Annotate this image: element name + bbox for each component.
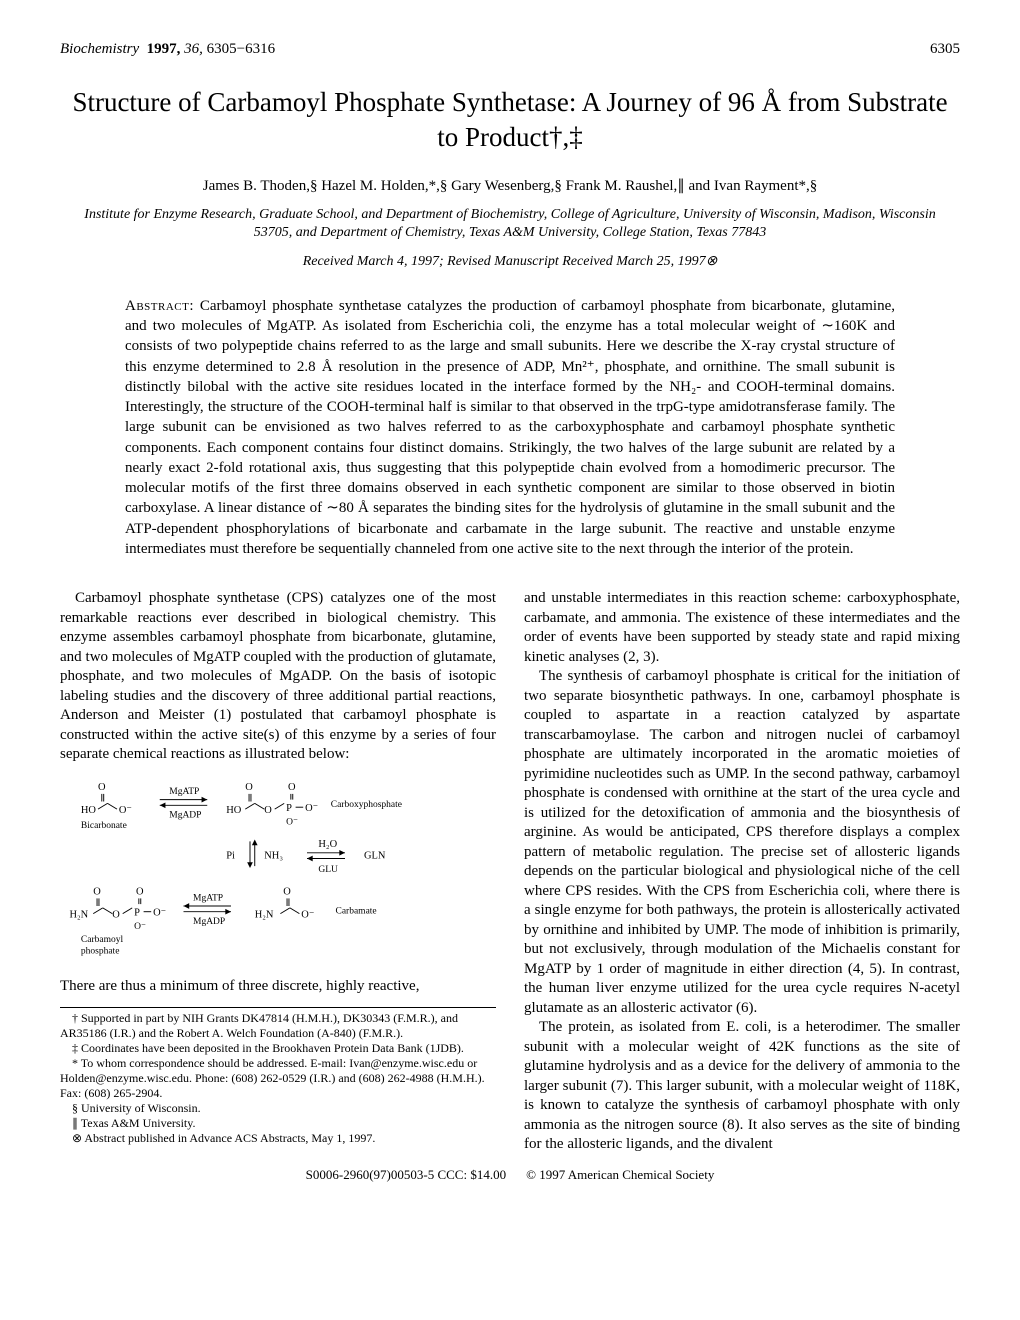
footnotes: † Supported in part by NIH Grants DK4781… <box>60 1007 496 1146</box>
page-number: 6305 <box>930 40 960 60</box>
svg-text:O: O <box>93 886 101 897</box>
svg-text:O: O <box>288 782 296 793</box>
right-column: and unstable intermediates in this react… <box>524 589 960 1155</box>
article-title: Structure of Carbamoyl Phosphate Synthet… <box>60 85 960 155</box>
journal-volume: 36, <box>184 41 203 57</box>
svg-text:O: O <box>245 782 253 793</box>
svg-text:phosphate: phosphate <box>81 946 120 956</box>
body-p: Carbamoyl phosphate synthetase (CPS) cat… <box>60 589 496 765</box>
svg-text:Pi: Pi <box>226 850 235 861</box>
svg-text:O: O <box>283 886 291 897</box>
affiliations: Institute for Enzyme Research, Graduate … <box>60 206 960 242</box>
footnote: * To whom correspondence should be addre… <box>60 1056 496 1101</box>
footer-code: S0006-2960(97)00503-5 CCC: $14.00 <box>306 1167 506 1184</box>
svg-text:O⁻: O⁻ <box>119 804 132 815</box>
svg-text:Carbamate: Carbamate <box>336 906 377 916</box>
body-p: The synthesis of carbamoyl phosphate is … <box>524 667 960 1018</box>
abstract-label: Abstract: <box>125 298 194 314</box>
footer-copyright: © 1997 American Chemical Society <box>526 1167 714 1184</box>
body-p: The protein, as isolated from E. coli, i… <box>524 1018 960 1155</box>
reaction-svg: O HO O⁻ Bicarbonate MgATP MgADP O HO <box>60 773 440 963</box>
abstract-text: Carbamoyl phosphate synthetase catalyzes… <box>125 298 895 557</box>
body-p: There are thus a minimum of three discre… <box>60 977 496 997</box>
journal-info: Biochemistry 1997, 36, 6305−6316 <box>60 40 275 60</box>
svg-text:H₂N: H₂N <box>70 909 89 920</box>
svg-text:O⁻: O⁻ <box>286 817 298 827</box>
svg-text:O: O <box>264 804 272 815</box>
footnote: ∥ Texas A&M University. <box>60 1116 496 1131</box>
svg-text:H₂O: H₂O <box>318 839 337 850</box>
authors: James B. Thoden,§ Hazel M. Holden,*,§ Ga… <box>60 177 960 197</box>
body-columns: Carbamoyl phosphate synthetase (CPS) cat… <box>60 589 960 1155</box>
footnote: ⊗ Abstract published in Advance ACS Abst… <box>60 1131 496 1146</box>
svg-text:O⁻: O⁻ <box>134 921 146 931</box>
svg-text:O: O <box>112 909 120 920</box>
svg-text:GLN: GLN <box>364 850 386 861</box>
svg-text:Carbamoyl: Carbamoyl <box>81 935 124 945</box>
svg-text:H₂N: H₂N <box>255 909 274 920</box>
left-column: Carbamoyl phosphate synthetase (CPS) cat… <box>60 589 496 1155</box>
svg-text:O⁻: O⁻ <box>305 803 318 814</box>
svg-text:Bicarbonate: Bicarbonate <box>81 821 127 831</box>
received-date: Received March 4, 1997; Revised Manuscri… <box>60 253 960 271</box>
svg-text:HO: HO <box>81 804 97 815</box>
svg-text:O: O <box>98 782 106 793</box>
svg-text:O: O <box>136 886 144 897</box>
svg-text:O⁻: O⁻ <box>301 909 314 920</box>
svg-text:NH₃: NH₃ <box>264 850 283 861</box>
svg-text:P: P <box>286 803 292 814</box>
svg-text:HO: HO <box>226 804 242 815</box>
svg-text:MgATP: MgATP <box>169 786 199 796</box>
journal-name: Biochemistry <box>60 41 139 57</box>
svg-text:MgADP: MgADP <box>169 810 201 820</box>
footnote: § University of Wisconsin. <box>60 1101 496 1116</box>
svg-text:MgATP: MgATP <box>193 893 223 903</box>
svg-text:O⁻: O⁻ <box>153 907 166 918</box>
abstract: Abstract: Carbamoyl phosphate synthetase… <box>60 296 960 559</box>
journal-pages: 6305−6316 <box>207 41 275 57</box>
body-p: and unstable intermediates in this react… <box>524 589 960 667</box>
svg-text:MgADP: MgADP <box>193 917 225 927</box>
reaction-scheme: O HO O⁻ Bicarbonate MgATP MgADP O HO <box>60 773 496 970</box>
svg-text:P: P <box>134 907 140 918</box>
footnote: ‡ Coordinates have been deposited in the… <box>60 1041 496 1056</box>
svg-text:Carboxyphosphate: Carboxyphosphate <box>331 800 402 810</box>
footnote: † Supported in part by NIH Grants DK4781… <box>60 1011 496 1041</box>
page-header: Biochemistry 1997, 36, 6305−6316 6305 <box>60 40 960 60</box>
svg-text:GLU: GLU <box>318 864 338 874</box>
page-footer: S0006-2960(97)00503-5 CCC: $14.00 © 1997… <box>60 1167 960 1184</box>
journal-year: 1997, <box>147 41 181 57</box>
